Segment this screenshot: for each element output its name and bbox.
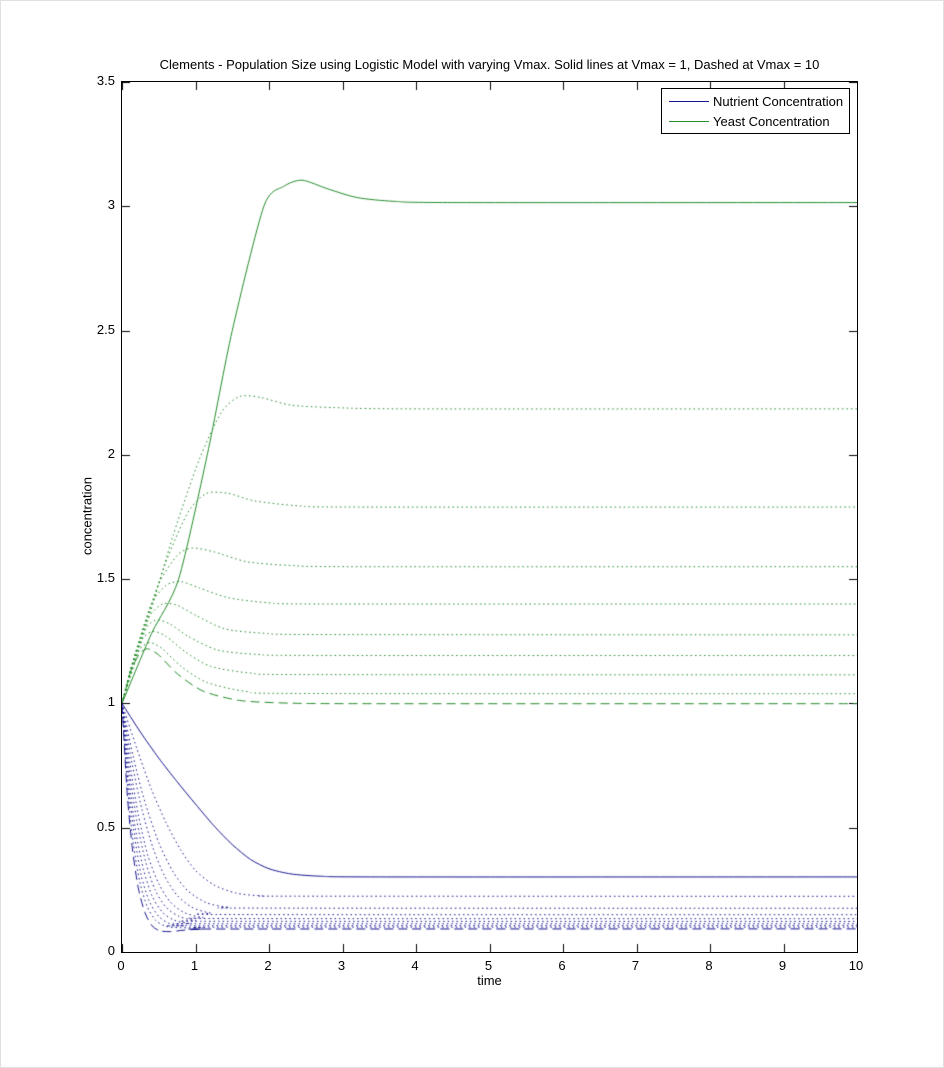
legend-row-nutrient: Nutrient Concentration (662, 93, 849, 110)
y-tick-label: 0 (107, 943, 115, 958)
legend-label-yeast: Yeast Concentration (713, 113, 830, 129)
x-tick-label: 8 (705, 958, 713, 973)
x-tick-label: 10 (848, 958, 864, 973)
x-tick-label: 1 (190, 958, 199, 973)
yeast-line-sample (669, 120, 709, 122)
x-tick-label: 5 (484, 958, 493, 973)
plot-area: Nutrient Concentration Yeast Concentrati… (121, 81, 858, 953)
y-tick-label: 2.5 (96, 321, 115, 337)
y-axis-label: concentration (79, 476, 95, 556)
y-tick-label: 1.5 (96, 570, 115, 586)
legend-label-nutrient: Nutrient Concentration (713, 93, 844, 109)
chart-title: Clements - Population Size using Logisti… (159, 57, 820, 72)
x-tick-label: 7 (631, 958, 640, 973)
y-tick-label: 1 (107, 694, 115, 710)
x-tick-label: 3 (337, 958, 346, 973)
x-tick-label: 4 (411, 958, 419, 973)
x-axis-label: time (477, 973, 502, 988)
y-tick-label: 3.5 (96, 73, 115, 88)
nutrient-line-sample (669, 100, 709, 102)
y-tick-label: 0.5 (96, 818, 115, 834)
x-tick-label: 6 (558, 958, 566, 973)
y-tick-label: 2 (107, 445, 115, 461)
legend-row-yeast: Yeast Concentration (662, 113, 849, 130)
plot-canvas (122, 82, 857, 952)
legend-box: Nutrient Concentration Yeast Concentrati… (661, 88, 850, 134)
x-tick-label: 0 (117, 958, 125, 973)
x-tick-label: 9 (778, 958, 787, 973)
x-tick-label: 2 (264, 958, 272, 973)
y-tick-label: 3 (107, 197, 115, 213)
